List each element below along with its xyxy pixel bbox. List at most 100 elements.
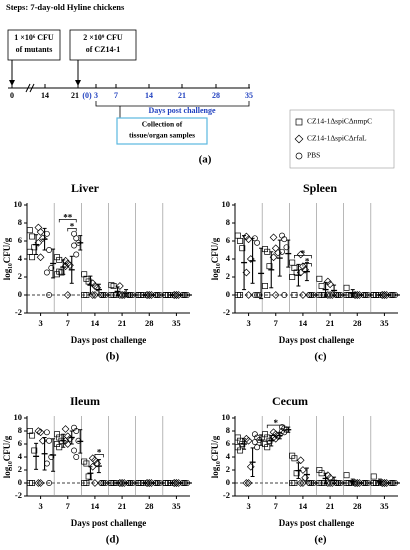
marker-circle <box>43 269 50 276</box>
collection-text: tissue/organ samples <box>129 131 195 140</box>
marker-square <box>81 458 88 465</box>
marker-diamond <box>324 277 332 286</box>
marker-diamond <box>34 223 43 232</box>
marker-diamond <box>172 479 181 487</box>
marker-circle <box>152 292 159 298</box>
marker-circle <box>98 480 105 486</box>
marker-circle <box>333 292 340 298</box>
timeline-tick-label: 14 <box>41 91 49 100</box>
dose-text: 1 ×10⁶ CFU <box>14 33 54 42</box>
marker-diamond <box>324 479 332 487</box>
marker-square <box>264 292 271 298</box>
marker-circle <box>179 480 186 486</box>
marker-diamond <box>61 262 70 271</box>
timeline-tick-label: 0 <box>10 91 14 100</box>
marker-diamond <box>299 479 307 487</box>
marker-square <box>108 282 115 289</box>
marker-diamond <box>271 244 280 253</box>
marker-circle <box>46 292 53 298</box>
marker-square <box>343 472 350 479</box>
marker-square <box>295 118 303 126</box>
marker-diamond <box>116 291 124 299</box>
marker-square <box>237 447 244 454</box>
marker-diamond <box>34 427 43 435</box>
y-tick-label: 4 <box>18 451 23 461</box>
x-tick-label: 14 <box>299 501 308 511</box>
timeline-tick-label: 3 <box>94 91 98 100</box>
marker-diamond <box>271 434 280 443</box>
x-tick-label: 28 <box>353 501 362 511</box>
marker-circle <box>125 292 132 298</box>
marker-diamond <box>326 479 334 487</box>
marker-diamond <box>145 479 154 487</box>
marker-circle <box>71 242 78 249</box>
marker-circle <box>387 292 394 298</box>
marker-circle <box>281 292 288 298</box>
chart-title: Ileum <box>70 394 100 408</box>
marker-diamond <box>244 479 253 487</box>
marker-diamond <box>296 250 305 259</box>
collection-text: Collection of <box>142 120 183 129</box>
marker-square <box>291 265 298 271</box>
y-tick-label: 6 <box>226 235 230 245</box>
y-tick-label: 0 <box>18 289 22 299</box>
marker-square <box>316 467 323 473</box>
marker-diamond <box>63 291 72 299</box>
marker-square <box>262 441 269 447</box>
marker-diamond <box>271 291 280 299</box>
marker-diamond <box>244 235 253 244</box>
significance-label: * <box>70 221 75 231</box>
marker-diamond <box>143 291 151 299</box>
dose-box <box>69 29 137 61</box>
significance-label: * <box>301 248 306 258</box>
marker-diamond <box>244 436 253 445</box>
x-tick-label: 7 <box>274 501 279 511</box>
marker-diamond <box>36 253 45 262</box>
significance-label: ** <box>63 212 73 222</box>
y-tick-label: 10 <box>222 199 231 209</box>
marker-circle <box>46 480 53 486</box>
legend-label: CZ14-1ΔspiCΔnmpC <box>307 117 372 126</box>
marker-diamond <box>88 462 97 471</box>
panel-label: (e) <box>314 534 327 546</box>
marker-diamond <box>34 238 43 247</box>
x-tick-label: 7 <box>274 318 279 328</box>
marker-square <box>56 444 63 451</box>
marker-diamond <box>326 291 334 299</box>
marker-diamond <box>170 479 179 487</box>
y-tick-label: 0 <box>226 289 230 299</box>
marker-circle <box>179 292 186 298</box>
marker-circle <box>98 292 105 298</box>
significance-label: * <box>274 418 279 428</box>
marker-diamond <box>36 479 45 487</box>
x-tick-label: 14 <box>91 318 100 328</box>
significance-label: * <box>97 447 102 457</box>
x-axis-label: Days post challenge <box>279 518 355 528</box>
y-tick-label: 2 <box>226 271 230 281</box>
y-tick-label: 8 <box>226 425 230 435</box>
marker-diamond <box>38 436 47 445</box>
marker-circle <box>254 292 261 298</box>
marker-square <box>262 283 269 289</box>
x-tick-label: 3 <box>246 501 250 511</box>
marker-square <box>29 432 36 439</box>
marker-diamond <box>299 291 307 299</box>
marker-diamond <box>145 291 154 299</box>
timeline-tick-label: 28 <box>212 91 220 100</box>
x-tick-label: 28 <box>353 318 362 328</box>
x-tick-label: 35 <box>380 501 389 511</box>
marker-diamond <box>299 466 307 474</box>
panel-label: (d) <box>106 534 120 546</box>
marker-square <box>237 238 244 244</box>
legend-label: CZ14-1ΔspiCΔrfaL <box>307 134 367 143</box>
marker-circle <box>387 480 394 486</box>
marker-diamond <box>61 425 70 433</box>
x-tick-label: 3 <box>38 501 42 511</box>
marker-diamond <box>242 232 251 241</box>
y-tick-label: 2 <box>18 271 22 281</box>
marker-circle <box>254 444 261 451</box>
marker-circle <box>295 152 303 160</box>
marker-diamond <box>63 440 72 448</box>
marker-square <box>234 434 241 441</box>
